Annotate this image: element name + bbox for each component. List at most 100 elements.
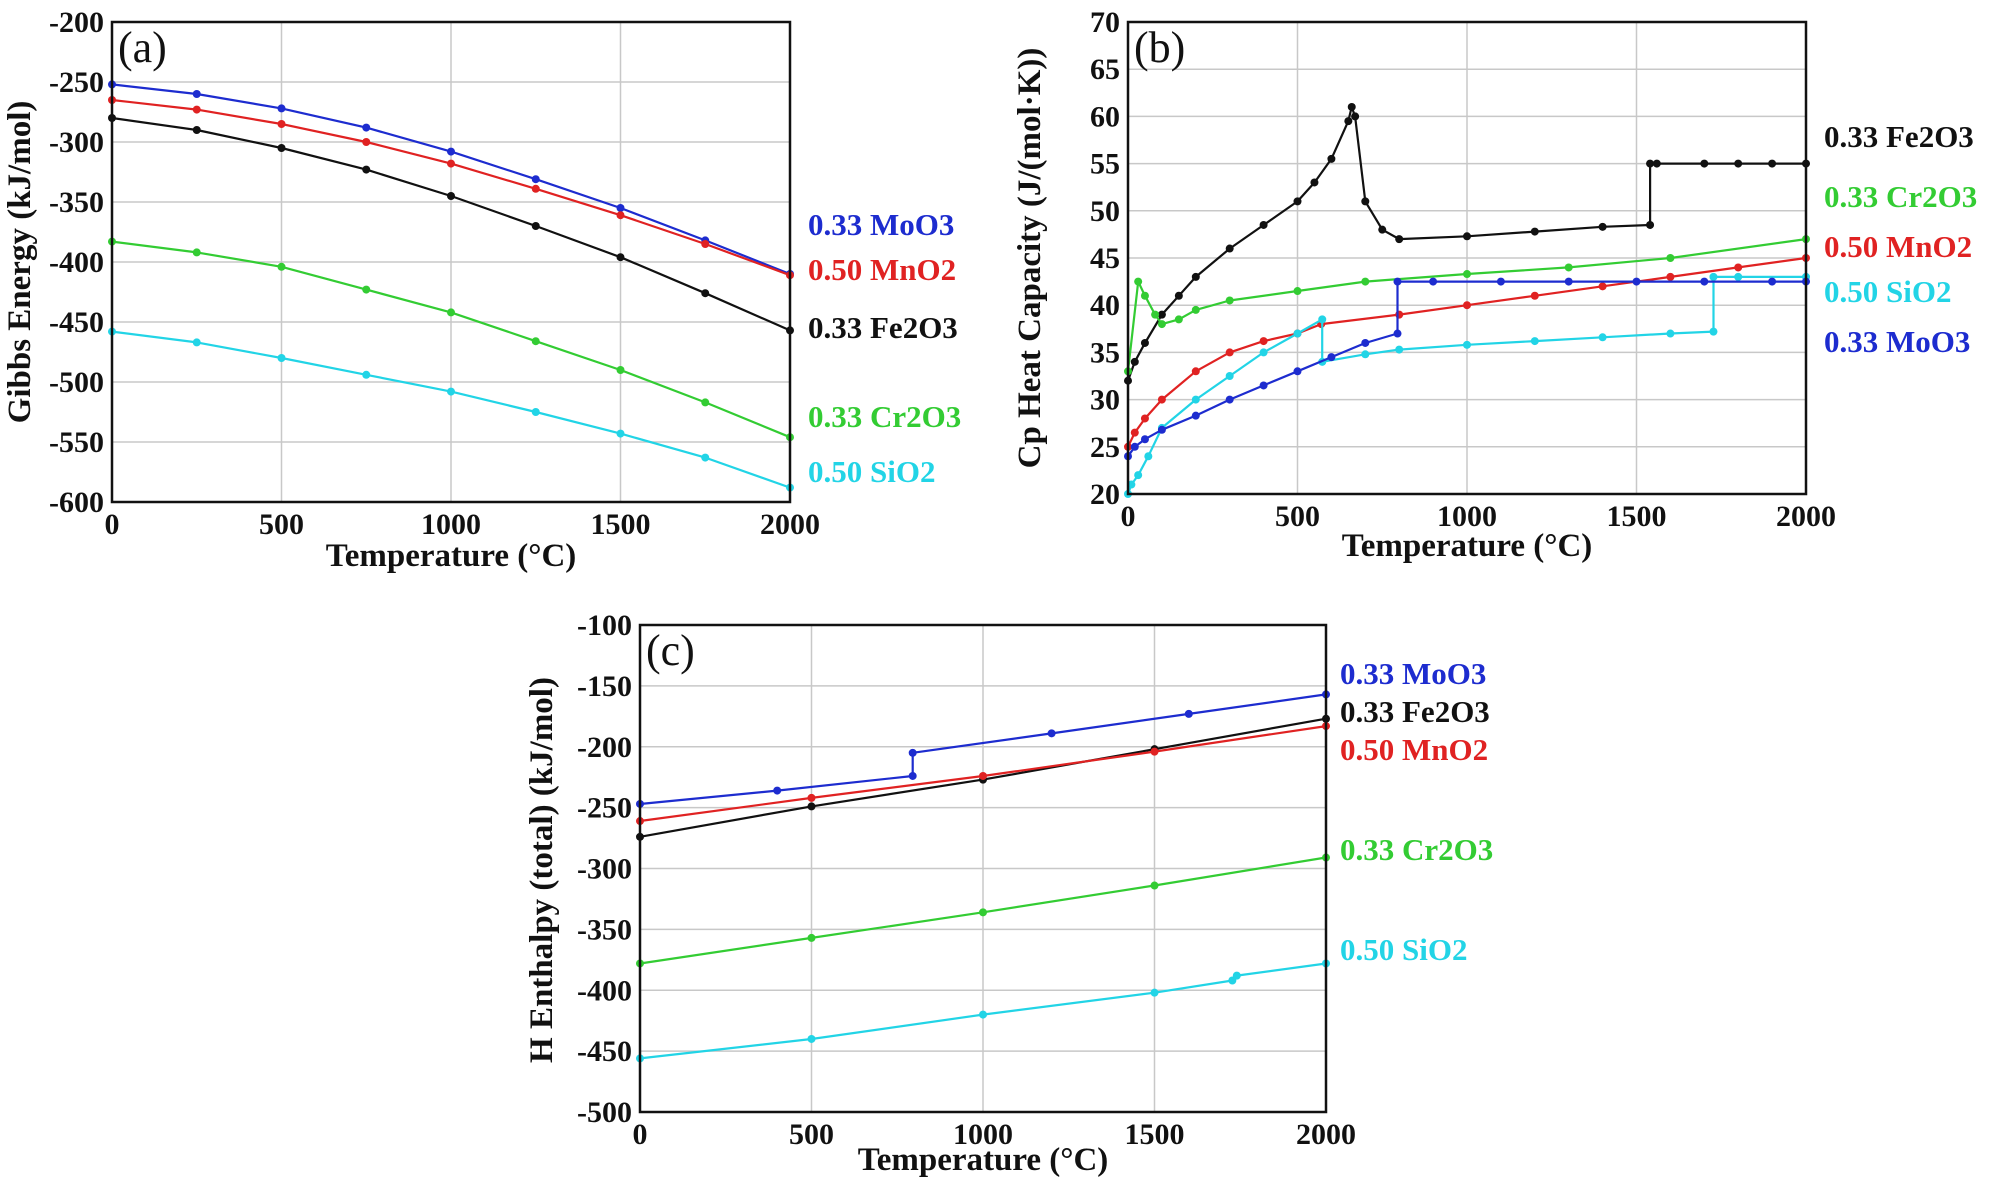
panel-c-x-axis-title: Temperature (°C) [858,1142,1109,1178]
panel-c-data-point-cr2o3 [807,933,816,942]
panel-b-data-point-moo3 [1496,277,1505,286]
panel-a-data-point-moo3 [447,147,455,156]
panel-c-data-point-moo3 [773,786,782,795]
panel-b-data-point-sio2 [1361,350,1370,359]
panel-b-data-point-moo3 [1632,277,1641,286]
panel-c-data-point-sio2 [807,1034,816,1043]
panel-b-data-point-mno2 [1530,291,1539,300]
panel-b-data-point-cr2o3 [1134,277,1143,286]
panel-a-x-tick-label: 1000 [421,508,481,541]
panel-b-data-point-mno2 [1463,301,1471,310]
panel-b-data-point-cr2o3 [1157,320,1166,329]
panel-c-data-point-mno2 [979,771,987,780]
panel-b-data-point-fe2o3 [1191,272,1200,281]
panel-a-data-point-mno2 [701,240,710,248]
panel-b-data-point-mno2 [1666,272,1675,281]
panel-b-data-point-moo3 [1429,277,1438,286]
panel-a-y-tick-label: -300 [49,126,104,159]
panel-a-data-point-fe2o3 [616,253,625,262]
panel-b-data-point-cr2o3 [1140,291,1149,300]
panel-b-data-point-cr2o3 [1463,270,1471,279]
panel-a-data-point-fe2o3 [531,222,540,230]
panel-c-label: (c) [646,626,695,675]
panel-c-x-tick-label: 0 [633,1118,648,1151]
panel-b-data-point-moo3 [1700,277,1709,286]
panel-a-y-tick-label: -450 [49,306,104,339]
panel-a-data-point-cr2o3 [616,366,625,374]
panel-a-label: (a) [118,23,167,72]
panel-b-heat-capacity: 0.33 Fe2O3 0.33 Cr2O3 0.50 MnO2 0.50 SiO2 0.… [1012,6,1977,564]
panel-c-x-tick-label: 500 [789,1118,834,1151]
panel-b-data-point-fe2o3 [1700,159,1709,168]
panel-b-label: (b) [1134,23,1185,72]
panel-b-data-point-moo3 [1157,425,1166,434]
panel-a-data-point-moo3 [616,204,625,212]
panel-a-y-tick-label: -350 [49,186,104,219]
panel-b-data-point-moo3 [1140,435,1149,444]
panel-c-legend-sio2: 0.50 SiO2 [1340,932,1467,967]
panel-b-data-point-fe2o3 [1378,225,1387,234]
panel-b-data-point-fe2o3 [1646,220,1655,229]
panel-a-data-point-sio2 [616,429,625,438]
panel-b-plot-frame [1126,20,1808,496]
panel-a-data-point-moo3 [277,104,286,113]
panel-a-x-axis-title: Temperature (°C) [326,538,577,574]
panel-b-data-point-cr2o3 [1174,315,1183,324]
panel-a-data-point-mno2 [447,159,455,168]
panel-b-data-point-sio2 [1191,395,1200,404]
panel-b-data-point-fe2o3 [1130,357,1139,366]
panel-c-data-point-moo3 [1184,709,1193,718]
panel-b-x-tick-label: 500 [1275,500,1320,533]
panel-b-y-tick-label: 45 [1090,242,1120,275]
panel-b-data-point-fe2o3 [1310,178,1319,187]
panel-a-y-tick-label: -200 [49,6,104,39]
panel-c-y-tick-label: -500 [577,1096,632,1129]
panel-b-y-tick-label: 35 [1090,336,1120,369]
panel-a-plot-frame [110,20,792,504]
panel-b-data-point-moo3 [1393,329,1402,338]
panel-c-x-tick-label: 2000 [1296,1118,1356,1151]
panel-b-data-point-sio2 [1318,315,1327,324]
panel-b-data-point-fe2o3 [1598,222,1607,231]
panel-a-data-point-cr2o3 [362,285,371,294]
panel-a-y-tick-label: -250 [49,66,104,99]
panel-b-data-point-sio2 [1734,272,1743,281]
panel-b-data-point-fe2o3 [1225,244,1234,253]
panel-b-legend-moo3: 0.33 MoO3 [1824,324,1970,359]
panel-c-y-tick-label: -450 [577,1035,632,1068]
panel-b-y-tick-label: 55 [1090,148,1120,181]
panel-a-y-tick-label: -500 [49,366,104,399]
panel-a-data-point-fe2o3 [447,192,455,200]
panel-c-data-point-mno2 [807,793,816,802]
panel-b-data-point-mno2 [1259,337,1268,346]
panel-c-y-tick-label: -100 [577,609,632,642]
panel-b-data-point-fe2o3 [1351,112,1360,121]
panel-a-data-point-mno2 [192,105,201,114]
panel-c-data-point-cr2o3 [1150,881,1159,890]
panel-b-data-point-fe2o3 [1157,310,1166,319]
panel-b-x-axis-title: Temperature (°C) [1342,528,1593,564]
panel-c-legend-moo3: 0.33 MoO3 [1340,656,1486,691]
panel-c-x-tick-label: 1000 [953,1118,1013,1151]
panel-c-y-axis-title: H Enthalpy (total) (kJ/mol) [524,677,560,1063]
panel-a-y-tick-label: -400 [49,246,104,279]
panel-a-data-point-cr2o3 [701,398,710,407]
panel-a-y-axis-title: Gibbs Energy (kJ/mol) [2,101,38,424]
panel-a-data-point-mno2 [616,211,625,220]
panel-b-data-point-mno2 [1130,428,1139,437]
panel-b-data-point-fe2o3 [1361,197,1370,206]
panel-b-data-point-cr2o3 [1151,310,1160,319]
panel-b-data-point-sio2 [1225,372,1234,380]
panel-b-data-point-fe2o3 [1259,220,1268,229]
panel-a-data-point-cr2o3 [531,337,540,346]
panel-c-data-point-fe2o3 [807,802,816,811]
panel-a-legend-mno2: 0.50 MnO2 [808,252,956,287]
panel-a-data-point-sio2 [362,370,371,379]
panel-c-data-point-sio2 [1150,988,1159,997]
panel-a-data-point-mno2 [362,138,371,146]
panel-b-data-point-sio2 [1666,329,1675,338]
panel-a-x-tick-label: 2000 [760,508,820,541]
panel-a-data-point-mno2 [277,120,286,128]
panel-a-data-point-moo3 [531,175,540,184]
panel-c-y-tick-label: -150 [577,670,632,703]
